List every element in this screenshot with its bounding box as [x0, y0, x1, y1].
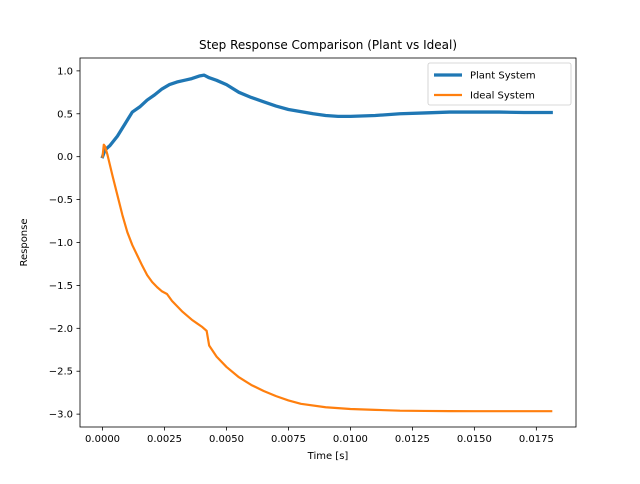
legend-box: [427, 62, 572, 106]
y-axis-label: Response: [19, 218, 30, 266]
series-layer: [100, 73, 553, 413]
x-axis-label: Time [s]: [307, 451, 349, 462]
y-tick-label: −0.5: [49, 195, 73, 206]
x-tick-label: 0.0000: [85, 434, 120, 445]
series-line-1: [101, 143, 553, 413]
x-axis-ticks: 0.0000 0.0025 0.0050 0.0075 0.0100 0.0125 0.01…: [85, 427, 554, 445]
y-tick-label: 1.0: [57, 66, 73, 77]
legend: Plant System Ideal System: [427, 62, 572, 106]
x-tick-label: 0.0150: [457, 434, 492, 445]
x-tick-label: 0.0175: [519, 434, 554, 445]
y-axis-ticks: −3.0 −2.5 −2.0 −1.5 −1.0 −0.5 0.0 0.5 1.0: [49, 66, 80, 421]
x-tick-label: 0.0075: [271, 434, 306, 445]
y-tick-label: −3.0: [49, 410, 73, 421]
chart-title: Step Response Comparison (Plant vs Ideal…: [199, 38, 457, 52]
y-tick-label: 0.5: [57, 109, 73, 120]
x-tick-label: 0.0125: [395, 434, 430, 445]
y-tick-label: −2.0: [49, 324, 73, 335]
y-tick-label: −1.5: [49, 281, 73, 292]
x-tick-label: 0.0100: [333, 434, 368, 445]
x-tick-label: 0.0050: [209, 434, 244, 445]
series-line-0: [100, 73, 553, 159]
y-tick-label: 0.0: [57, 152, 73, 163]
x-tick-label: 0.0025: [147, 434, 182, 445]
y-tick-label: −2.5: [49, 367, 73, 378]
legend-label-1: Ideal System: [470, 91, 535, 102]
legend-label-0: Plant System: [470, 71, 536, 82]
y-tick-label: −1.0: [49, 238, 73, 249]
